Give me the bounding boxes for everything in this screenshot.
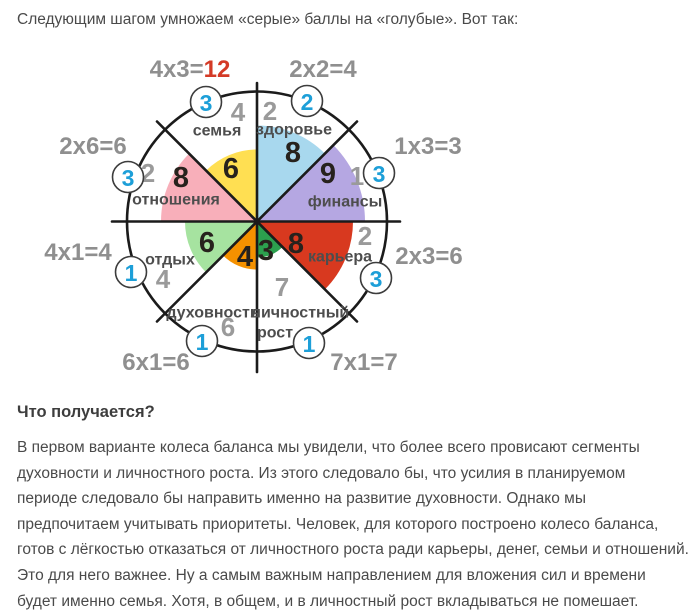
sector-career-label: карьера bbox=[308, 249, 372, 266]
sector-spirituality-gray-score: 6 bbox=[221, 312, 235, 342]
balance-wheel-diagram: 6 4 семья 3 4x3=12 8 2 здоровье 2 2x2=4 9 1 финансы 3… bbox=[0, 50, 694, 395]
sector-family-wedge bbox=[206, 149, 257, 222]
sector-health-score: 8 bbox=[285, 137, 301, 169]
sector-finance-blue-circle bbox=[362, 156, 396, 190]
sector-health-equation: 2x2=4 bbox=[289, 56, 357, 83]
sector-rest-gray-score: 4 bbox=[156, 264, 171, 294]
sector-finance-label: финансы bbox=[308, 194, 383, 211]
sector-health-gray-score: 2 bbox=[263, 96, 277, 126]
sector-relations-blue-score: 3 bbox=[122, 165, 135, 191]
sector-family-equation: 4x3=12 bbox=[150, 56, 231, 83]
sector-growth-score: 3 bbox=[258, 235, 274, 267]
sector-health-label: здоровье bbox=[256, 122, 332, 139]
sector-growth-label: рост bbox=[257, 325, 293, 342]
sector-family-blue-circle bbox=[189, 85, 223, 119]
sector-growth-gray-score: 7 bbox=[275, 272, 289, 302]
sector-finance-score: 9 bbox=[320, 158, 336, 190]
sector-health-blue-score: 2 bbox=[301, 89, 314, 115]
sector-spirituality-equation: 6x1=6 bbox=[122, 349, 189, 376]
sector-career-blue-circle bbox=[359, 261, 393, 295]
sector-career-blue-score: 3 bbox=[370, 266, 383, 292]
sector-family-label: семья bbox=[193, 123, 242, 140]
sector-career-equation: 2x3=6 bbox=[395, 243, 462, 270]
sector-relations-wedge bbox=[161, 153, 257, 222]
sector-family-gray-score: 4 bbox=[231, 97, 246, 127]
sector-spirituality-label: духовность bbox=[166, 305, 260, 322]
sector-relations-blue-circle bbox=[111, 160, 145, 194]
sector-spirituality-blue-circle bbox=[185, 324, 219, 358]
sector-finance-wedge bbox=[257, 145, 365, 222]
sector-family-blue-score: 3 bbox=[200, 90, 213, 116]
sector-growth-wedge bbox=[257, 221, 283, 258]
sector-career-gray-score: 2 bbox=[358, 221, 372, 251]
sector-growth-label: личностный bbox=[251, 305, 349, 322]
sector-health-wedge bbox=[257, 125, 325, 222]
sector-health-blue-circle bbox=[290, 84, 324, 118]
sector-finance-gray-score: 1 bbox=[350, 161, 364, 191]
sector-spirituality-blue-score: 1 bbox=[196, 329, 209, 355]
sector-finance-equation: 1x3=3 bbox=[394, 133, 461, 160]
sector-rest-blue-circle bbox=[114, 255, 148, 289]
sector-rest-equation: 4x1=4 bbox=[44, 239, 112, 266]
body-paragraph: В первом варианте колеса баланса мы увид… bbox=[17, 439, 689, 610]
sector-career-wedge bbox=[257, 221, 353, 290]
sector-relations-equation: 2x6=6 bbox=[59, 133, 126, 160]
sector-rest-wedge bbox=[185, 221, 257, 273]
axis-line bbox=[155, 120, 359, 323]
sector-finance-blue-score: 3 bbox=[373, 161, 386, 187]
sector-relations-score: 8 bbox=[173, 162, 189, 194]
sector-spirituality-score: 4 bbox=[237, 241, 253, 273]
sector-family-score: 6 bbox=[223, 153, 239, 185]
sector-growth-blue-circle bbox=[292, 326, 326, 360]
section-heading: Что получается? bbox=[17, 403, 155, 421]
sector-rest-label: отдых bbox=[145, 252, 195, 269]
sector-growth-equation: 7x1=7 bbox=[330, 349, 397, 376]
sector-career-score: 8 bbox=[288, 228, 304, 260]
sector-growth-blue-score: 1 bbox=[303, 331, 316, 357]
wheel-rim bbox=[125, 90, 389, 353]
sector-rest-blue-score: 1 bbox=[125, 260, 138, 286]
intro-text: Следующим шагом умножаем «серые» баллы н… bbox=[17, 11, 519, 28]
sector-spirituality-wedge bbox=[223, 221, 257, 270]
sector-rest-score: 6 bbox=[199, 227, 215, 259]
sector-relations-gray-score: 2 bbox=[141, 158, 155, 188]
sector-relations-label: отношения bbox=[132, 192, 220, 209]
